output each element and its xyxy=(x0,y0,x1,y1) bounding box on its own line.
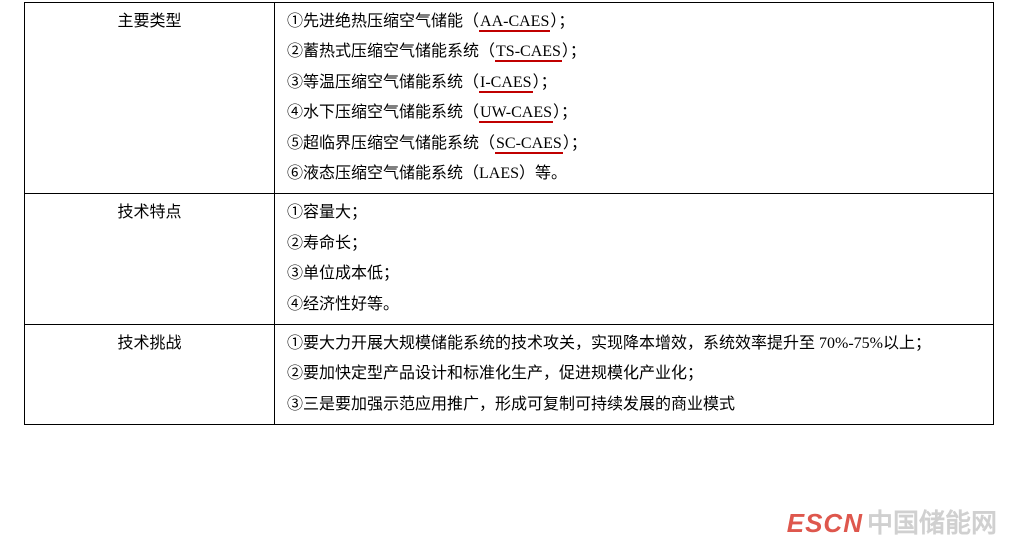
underlined-term: TS-CAES xyxy=(495,43,562,62)
row-label: 技术特点 xyxy=(25,194,275,325)
content-line: ⑥液态压缩空气储能系统（LAES）等。 xyxy=(287,159,981,189)
text-segment: ⑤超临界压缩空气储能系统（ xyxy=(287,135,495,152)
caes-table: 主要类型①先进绝热压缩空气储能（AA-CAES）；②蓄热式压缩空气储能系统（TS… xyxy=(24,2,994,425)
row-label: 技术挑战 xyxy=(25,324,275,424)
text-segment: ）； xyxy=(533,74,557,91)
text-segment: ①要大力开展大规模储能系统的技术攻关，实现降本增效，系统效率提升至 70%-75… xyxy=(287,335,931,352)
text-segment: ①容量大； xyxy=(287,204,367,221)
row-content: ①要大力开展大规模储能系统的技术攻关，实现降本增效，系统效率提升至 70%-75… xyxy=(275,324,994,424)
watermark-escn: ESCN xyxy=(787,508,863,538)
content-line: ②寿命长； xyxy=(287,229,981,259)
text-segment: ②寿命长； xyxy=(287,235,367,252)
row-label: 主要类型 xyxy=(25,3,275,194)
underlined-term: SC-CAES xyxy=(495,135,563,154)
text-segment: ③等温压缩空气储能系统（ xyxy=(287,74,479,91)
table-row: 技术特点 ①容量大； ②寿命长； ③单位成本低； ④经济性好等。 xyxy=(25,194,994,325)
row-content: ①容量大； ②寿命长； ③单位成本低； ④经济性好等。 xyxy=(275,194,994,325)
watermark-cn: 中国储能网 xyxy=(867,508,997,538)
content-line: ⑤超临界压缩空气储能系统（SC-CAES）； xyxy=(287,129,981,159)
text-segment: ③单位成本低； xyxy=(287,265,399,282)
content-line: ②要加快定型产品设计和标准化生产，促进规模化产业化； xyxy=(287,359,981,389)
content-line: ①要大力开展大规模储能系统的技术攻关，实现降本增效，系统效率提升至 70%-75… xyxy=(287,329,981,359)
row-content: ①先进绝热压缩空气储能（AA-CAES）；②蓄热式压缩空气储能系统（TS-CAE… xyxy=(275,3,994,194)
content-line: ③等温压缩空气储能系统（I-CAES）； xyxy=(287,68,981,98)
text-segment: ①先进绝热压缩空气储能（ xyxy=(287,13,479,30)
watermark: ESCN中国储能网 xyxy=(787,499,997,548)
text-segment: ）； xyxy=(562,43,586,60)
text-segment: ⑥液态压缩空气储能系统（LAES）等。 xyxy=(287,165,567,182)
content-line: ③单位成本低； xyxy=(287,259,981,289)
table-row: 技术挑战 ①要大力开展大规模储能系统的技术攻关，实现降本增效，系统效率提升至 70… xyxy=(25,324,994,424)
text-segment: ③三是要加强示范应用推广，形成可复制可持续发展的商业模式 xyxy=(287,396,735,413)
content-line: ④水下压缩空气储能系统（UW-CAES）； xyxy=(287,98,981,128)
text-segment: ②要加快定型产品设计和标准化生产，促进规模化产业化； xyxy=(287,365,703,382)
text-segment: ）； xyxy=(550,13,574,30)
underlined-term: UW-CAES xyxy=(479,104,553,123)
text-segment: ）； xyxy=(553,104,577,121)
content-line: ②蓄热式压缩空气储能系统（TS-CAES）； xyxy=(287,37,981,67)
text-segment: ④经济性好等。 xyxy=(287,296,399,313)
table-row: 主要类型①先进绝热压缩空气储能（AA-CAES）；②蓄热式压缩空气储能系统（TS… xyxy=(25,3,994,194)
content-line: ④经济性好等。 xyxy=(287,290,981,320)
content-line: ③三是要加强示范应用推广，形成可复制可持续发展的商业模式 xyxy=(287,390,981,420)
text-segment: ④水下压缩空气储能系统（ xyxy=(287,104,479,121)
underlined-term: AA-CAES xyxy=(479,13,550,32)
underlined-term: I-CAES xyxy=(479,74,533,93)
content-line: ①容量大； xyxy=(287,198,981,228)
content-line: ①先进绝热压缩空气储能（AA-CAES）； xyxy=(287,7,981,37)
text-segment: ②蓄热式压缩空气储能系统（ xyxy=(287,43,495,60)
text-segment: ）； xyxy=(563,135,587,152)
